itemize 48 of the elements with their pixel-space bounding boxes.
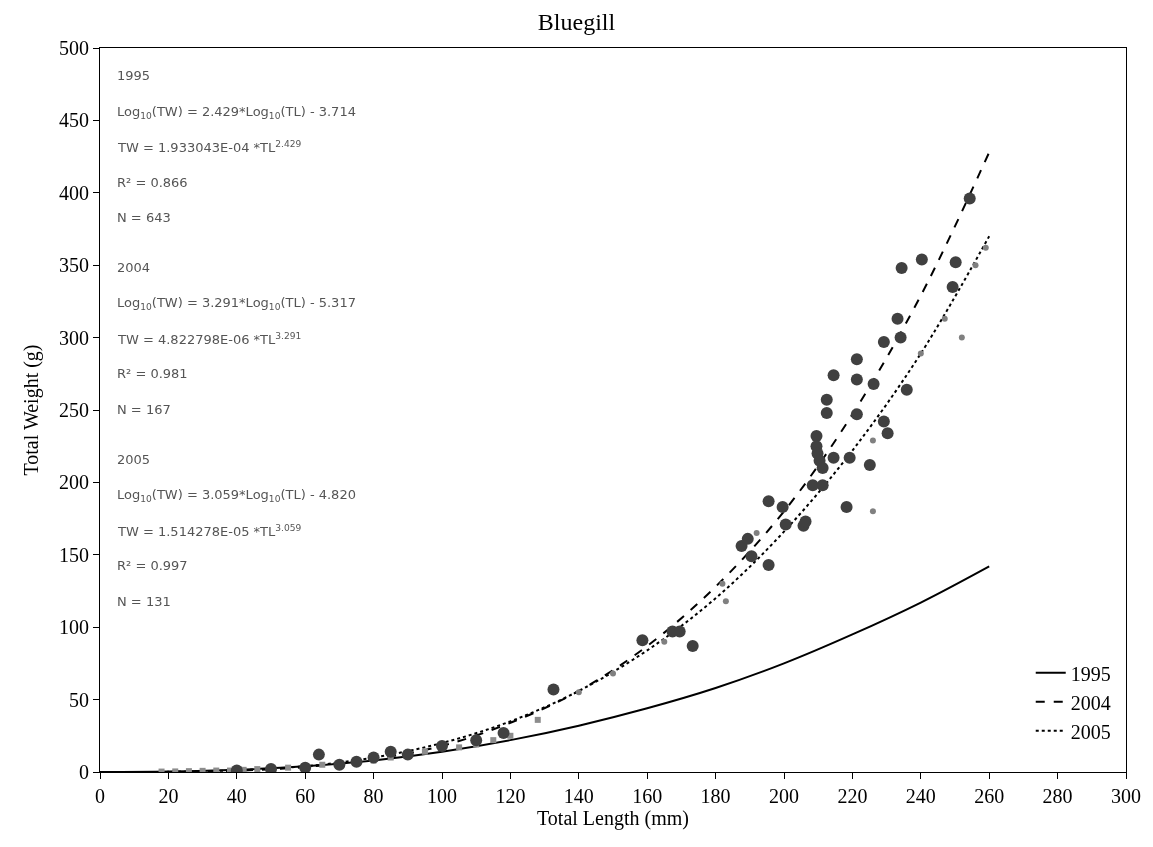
y-tick-label: 400: [59, 181, 89, 204]
annotation: TW = 1.514278E-05 *TL$^{3.059}$: [117, 523, 302, 540]
annotation: N = 131: [117, 594, 171, 609]
annotation: TW = 4.822798E-06 *TL$^{3.291}$: [117, 331, 302, 348]
x-tick-label: 140: [563, 785, 594, 807]
x-tick-label: 180: [700, 785, 731, 807]
x-tick-label: 40: [226, 785, 247, 807]
x-axis-title: Total Length (mm): [537, 807, 689, 830]
x-tick-label: 80: [363, 785, 384, 807]
annotation: Log$_{10}$(TW) = 3.059*Log$_{10}$(TL) - 4.820: [117, 487, 356, 504]
y-tick-label: 500: [59, 37, 89, 59]
x-tick-label: 160: [632, 785, 663, 807]
x-tick-label: 280: [1042, 785, 1073, 807]
annotation: Log$_{10}$(TW) = 3.291*Log$_{10}$(TL) - 5.317: [117, 295, 356, 312]
x-tick-label: 60: [295, 785, 316, 807]
legend-label: 2004: [1070, 691, 1111, 714]
y-tick-label: 250: [59, 399, 89, 421]
y-tick-label: 100: [59, 616, 89, 639]
annotation: TW = 1.933043E-04 *TL$^{2.429}$: [117, 139, 302, 156]
annotation: 2005: [117, 452, 151, 467]
y-tick-label: 350: [59, 254, 89, 277]
x-tick-label: 200: [769, 785, 799, 807]
annotation: N = 643: [117, 210, 171, 225]
annotation: Log$_{10}$(TW) = 2.429*Log$_{10}$(TL) - 3.714: [117, 104, 356, 121]
annotation: R² = 0.981: [117, 366, 188, 381]
annotation: R² = 0.866: [117, 175, 188, 190]
annotation: N = 167: [117, 402, 171, 417]
annotation: 1995: [117, 68, 151, 83]
y-axis-title: Total Weight (g): [19, 344, 43, 476]
legend-label: 2005: [1070, 720, 1111, 743]
legend-label: 1995: [1070, 662, 1111, 685]
y-tick-label: 450: [59, 109, 89, 132]
annotation: R² = 0.997: [117, 558, 188, 573]
x-tick-label: 0: [95, 785, 105, 807]
x-tick-label: 220: [837, 785, 868, 807]
x-tick-label: 20: [158, 785, 179, 807]
y-tick-label: 50: [69, 688, 89, 711]
y-tick-label: 300: [59, 326, 89, 349]
x-tick-label: 300: [1111, 785, 1141, 807]
x-tick-label: 240: [905, 785, 936, 807]
annotation: 2004: [117, 260, 151, 275]
y-tick-label: 0: [79, 761, 89, 783]
y-tick-label: 200: [59, 471, 89, 494]
x-tick-label: 260: [974, 785, 1005, 807]
x-tick-label: 100: [427, 785, 457, 807]
x-tick-label: 120: [495, 785, 526, 807]
chart-title: Bluegill: [537, 8, 616, 35]
y-tick-label: 150: [59, 543, 89, 566]
